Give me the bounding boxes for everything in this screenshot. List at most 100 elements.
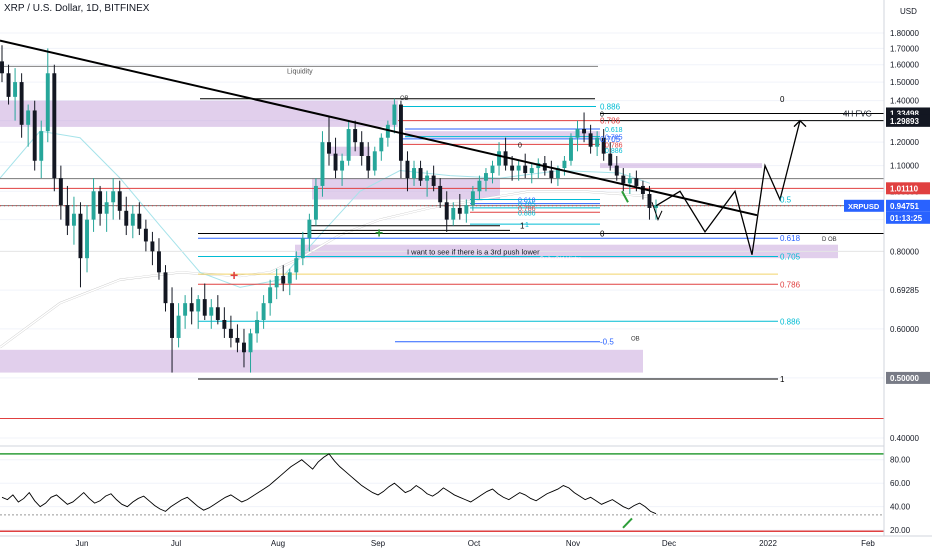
time-tick-label: Oct — [468, 539, 481, 548]
rsi-tick-label: 20.00 — [890, 526, 911, 535]
candle-body — [235, 337, 240, 343]
candle-body — [654, 205, 658, 208]
annotations: Liquidity OB 4H FVG I want to see if there … — [287, 68, 872, 384]
candle-body — [91, 191, 96, 220]
candle-body — [569, 137, 573, 161]
rsi-tick-label: 40.00 — [890, 503, 911, 512]
candle-body — [163, 272, 168, 304]
candle-body — [555, 168, 560, 179]
candle-body — [497, 151, 502, 166]
candle-body — [85, 219, 89, 259]
candle-body — [32, 110, 37, 161]
small-fib-label: 0.618 — [605, 127, 623, 134]
candle-body — [274, 276, 279, 288]
small-fib-label: 1 — [525, 222, 529, 229]
annotation-liquidity: Liquidity — [287, 68, 313, 75]
candle-body — [562, 160, 567, 169]
candle-body — [346, 129, 351, 161]
liquidity-zone — [405, 131, 600, 138]
candle-body — [209, 307, 214, 316]
liquidity-zone — [600, 163, 762, 169]
annotation-d-ob: D OB — [822, 237, 837, 243]
fib-label: 0.786 — [780, 280, 801, 289]
axis-bg — [884, 0, 932, 550]
annotation-ob-2: OB — [631, 336, 640, 342]
candle-body — [111, 191, 116, 203]
candle-body — [255, 319, 260, 334]
small-fib-label: 0.786 — [518, 206, 536, 213]
candle-body — [327, 142, 331, 154]
small-fib-label: 0.786 — [605, 142, 623, 149]
annotation-4h-fvg: 4H FVG — [843, 109, 872, 118]
candle-body — [634, 178, 639, 186]
candle-body — [503, 151, 508, 166]
candle-body — [78, 213, 83, 259]
fib-label: 0.5 — [780, 195, 792, 204]
fib-label: -0.5 — [600, 338, 614, 347]
candle-body — [202, 299, 207, 316]
fib-label: 0.705 — [780, 252, 801, 261]
price-tag-bg — [886, 199, 930, 212]
small-fib-label: 0 — [600, 111, 604, 118]
price-tag-text: 0.94751 — [890, 202, 919, 211]
candle-body — [58, 178, 63, 206]
candle-body — [215, 307, 220, 320]
entry-arrow — [651, 202, 663, 221]
candle-body — [575, 129, 580, 138]
candle-body — [26, 110, 31, 125]
time-axis: Jun Jul Aug Sep Oct Nov Dec 2022 Feb — [0, 535, 932, 550]
candle-body — [143, 228, 148, 242]
price-tag-text: 01:13:25 — [890, 214, 923, 223]
candle-body — [333, 153, 338, 171]
candle-body — [340, 160, 345, 171]
annotation-daily-old-highs: Daily Old Highs — [540, 257, 581, 263]
axis-currency: USD — [900, 7, 917, 16]
candle-body — [196, 299, 201, 312]
green-tick — [621, 190, 629, 203]
price-tick-label: 1.80000 — [890, 29, 919, 38]
candle-body — [300, 238, 305, 259]
candle-body — [353, 129, 358, 143]
rsi-pane-bg — [0, 448, 884, 536]
candle-body — [176, 315, 181, 338]
candle-body — [640, 185, 645, 194]
candle-body — [261, 303, 266, 320]
price-tick-label: 1.10000 — [890, 162, 919, 171]
fib-label: 0 — [780, 95, 785, 104]
candle-body — [13, 82, 18, 97]
small-fib-label: 0.705 — [605, 135, 623, 142]
price-tag-bg — [886, 211, 930, 224]
price-tag-text: 0.50000 — [890, 374, 919, 383]
candle-body — [444, 202, 449, 220]
small-fib-label: 0.618 — [518, 197, 536, 204]
candle-body — [104, 202, 109, 214]
price-axis: USD 1.80000 1.70000 1.60000 1.50000 1.40000 1.… — [844, 0, 932, 550]
price-candles — [0, 45, 658, 373]
ma-cyan-line — [0, 130, 651, 288]
candle-body — [0, 61, 4, 74]
candle-body — [627, 178, 632, 184]
candle-body — [6, 73, 11, 97]
price-tag-text: 1.29893 — [890, 117, 919, 126]
candle-body — [294, 258, 299, 273]
candle-body — [228, 328, 233, 338]
candle-body — [287, 272, 292, 284]
price-tick-label: 1.70000 — [890, 44, 919, 53]
candle-body — [451, 207, 456, 220]
red-cross-marker: + — [230, 267, 238, 283]
time-tick-label: Sep — [371, 539, 386, 548]
symbol-tag-text: XRPUSD — [848, 202, 880, 211]
trend-drawings: ++ — [0, 39, 807, 283]
candle-body — [490, 165, 495, 174]
candle-body — [242, 342, 246, 353]
price-tag-bg — [886, 371, 930, 384]
candle-body — [71, 213, 76, 226]
candle-body — [425, 175, 430, 181]
annotation-3rd-push: I want to see if there is a 3rd push low… — [407, 247, 540, 256]
rsi-line — [1, 453, 657, 515]
candle-body — [647, 193, 652, 208]
time-tick-label: 2022 — [759, 539, 777, 548]
projection-path — [655, 120, 801, 255]
time-tick-label: Nov — [566, 539, 580, 548]
candle-body — [98, 191, 103, 214]
